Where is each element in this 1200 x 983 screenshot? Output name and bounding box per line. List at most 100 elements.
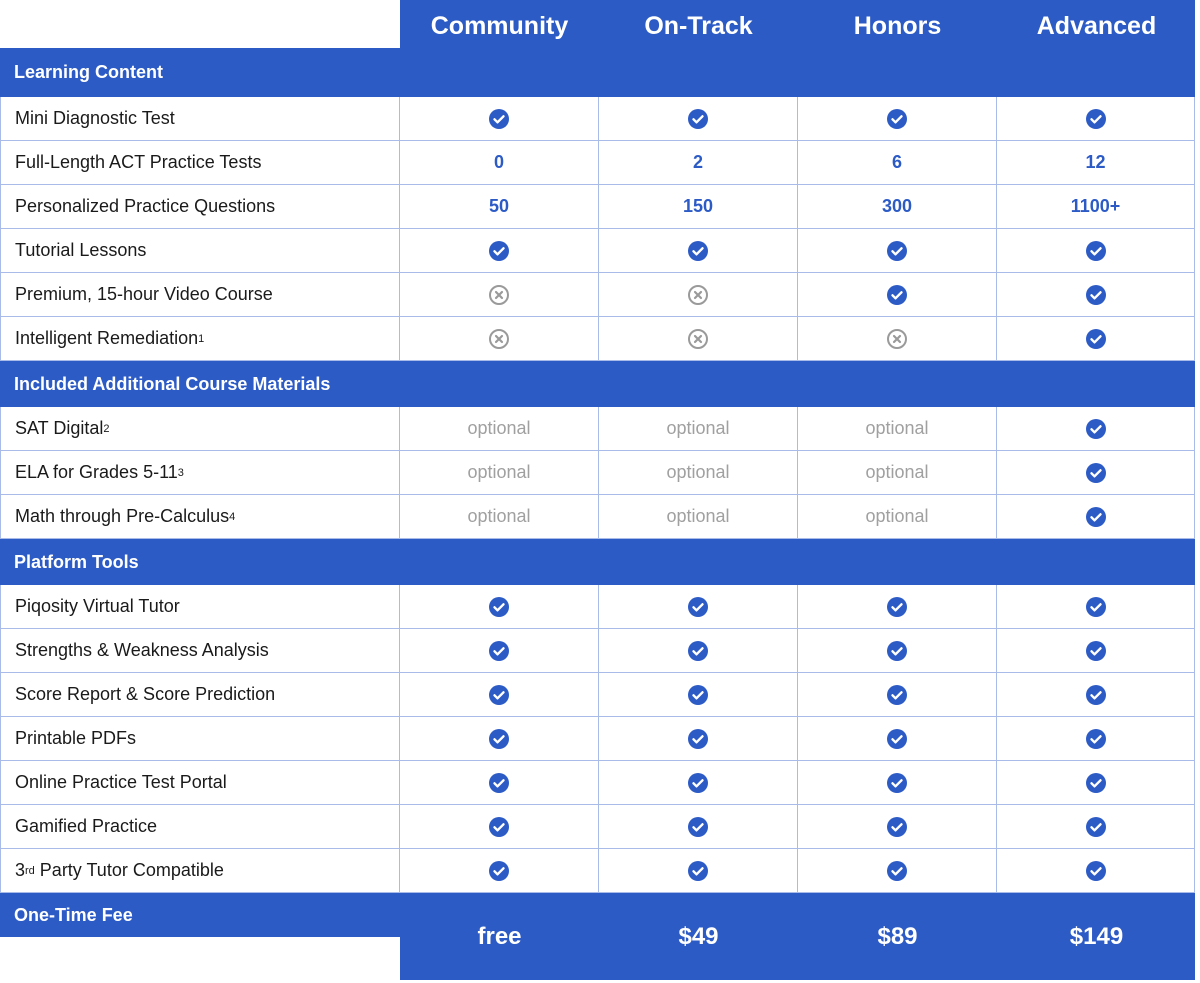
label-text: Premium, 15-hour Video Course <box>15 284 273 304</box>
check-icon <box>489 728 509 749</box>
section-header: Included Additional Course Materials <box>0 361 1195 407</box>
count: 1100+ <box>1070 196 1121 216</box>
cell <box>400 849 599 893</box>
cell: 1100+ <box>997 185 1195 229</box>
check-icon <box>688 240 708 261</box>
cell: 300 <box>798 185 997 229</box>
check-icon <box>688 684 708 705</box>
label-text: Printable PDFs <box>15 728 137 748</box>
cell: optional <box>599 407 798 451</box>
count: 2 <box>692 152 703 172</box>
cell: optional <box>798 451 997 495</box>
optional-text: optional <box>666 462 730 482</box>
label-text: Intelligent Remediation <box>15 328 199 348</box>
row-label: Strengths & Weakness Analysis <box>0 629 400 673</box>
check-icon <box>688 860 708 881</box>
label-text: Gamified Practice <box>15 816 158 836</box>
cell: 2 <box>599 141 798 185</box>
row-label: Score Report & Score Prediction <box>0 673 400 717</box>
cell <box>997 97 1195 141</box>
optional-text: optional <box>865 506 929 526</box>
cell <box>997 629 1195 673</box>
check-icon <box>887 108 907 129</box>
cell <box>997 495 1195 539</box>
label-text: Personalized Practice Questions <box>15 196 276 216</box>
label-text: ELA for Grades 5-11 <box>15 462 178 482</box>
cell <box>997 805 1195 849</box>
cell <box>599 761 798 805</box>
check-icon <box>1085 240 1106 261</box>
cell <box>400 761 599 805</box>
count: 300 <box>881 196 913 216</box>
section-header: Platform Tools <box>0 539 1195 585</box>
cell: 50 <box>400 185 599 229</box>
cell <box>997 761 1195 805</box>
cell <box>798 717 997 761</box>
tier-name: On-Track <box>644 12 753 40</box>
cell <box>798 849 997 893</box>
cell <box>997 407 1195 451</box>
cell <box>997 673 1195 717</box>
cell <box>599 585 798 629</box>
label-text: SAT Digital <box>15 418 104 438</box>
cell <box>400 229 599 273</box>
check-icon <box>1085 728 1106 749</box>
row-label: Printable PDFs <box>0 717 400 761</box>
cell <box>599 805 798 849</box>
count: 150 <box>682 196 714 216</box>
optional-text: optional <box>865 462 929 482</box>
label-text: Party Tutor Compatible <box>39 860 224 880</box>
cell: optional <box>798 495 997 539</box>
count: 50 <box>488 196 510 216</box>
cell <box>400 585 599 629</box>
check-icon <box>887 684 907 705</box>
label-text: Mini Diagnostic Test <box>15 108 175 128</box>
row-label: Math through Pre-Calculus 4 <box>0 495 400 539</box>
price: free <box>477 922 522 950</box>
optional-text: optional <box>865 418 929 438</box>
price: $49 <box>678 922 719 950</box>
cell <box>400 317 599 361</box>
count: 6 <box>891 152 902 172</box>
cell <box>400 717 599 761</box>
label-sup: rd <box>25 864 35 877</box>
cell <box>599 97 798 141</box>
cell <box>599 717 798 761</box>
check-icon <box>688 816 708 837</box>
cell: optional <box>400 451 599 495</box>
header-band <box>400 0 1195 97</box>
fee-band <box>400 893 1195 980</box>
check-icon <box>1085 816 1106 837</box>
label-prefix: 3 <box>15 860 26 880</box>
cell <box>599 317 798 361</box>
cell <box>798 629 997 673</box>
cell <box>599 273 798 317</box>
check-icon <box>1085 772 1106 793</box>
cell <box>400 273 599 317</box>
row-label: Premium, 15-hour Video Course <box>0 273 400 317</box>
check-icon <box>688 728 708 749</box>
check-icon <box>489 684 509 705</box>
check-icon <box>887 596 907 617</box>
cross-icon <box>688 284 708 305</box>
cell: optional <box>599 451 798 495</box>
check-icon <box>489 108 509 129</box>
check-icon <box>688 640 708 661</box>
row-label: Full-Length ACT Practice Tests <box>0 141 400 185</box>
count: 0 <box>493 152 504 172</box>
label-text: Piqosity Virtual Tutor <box>15 596 180 616</box>
cell <box>798 273 997 317</box>
cell <box>599 629 798 673</box>
check-icon <box>1085 596 1106 617</box>
cell <box>400 805 599 849</box>
check-icon <box>887 284 907 305</box>
label-sup: 1 <box>198 332 205 345</box>
optional-text: optional <box>666 506 730 526</box>
check-icon <box>1085 506 1106 527</box>
row-label: Tutorial Lessons <box>0 229 400 273</box>
cell <box>798 97 997 141</box>
check-icon <box>489 240 509 261</box>
cell: optional <box>400 407 599 451</box>
